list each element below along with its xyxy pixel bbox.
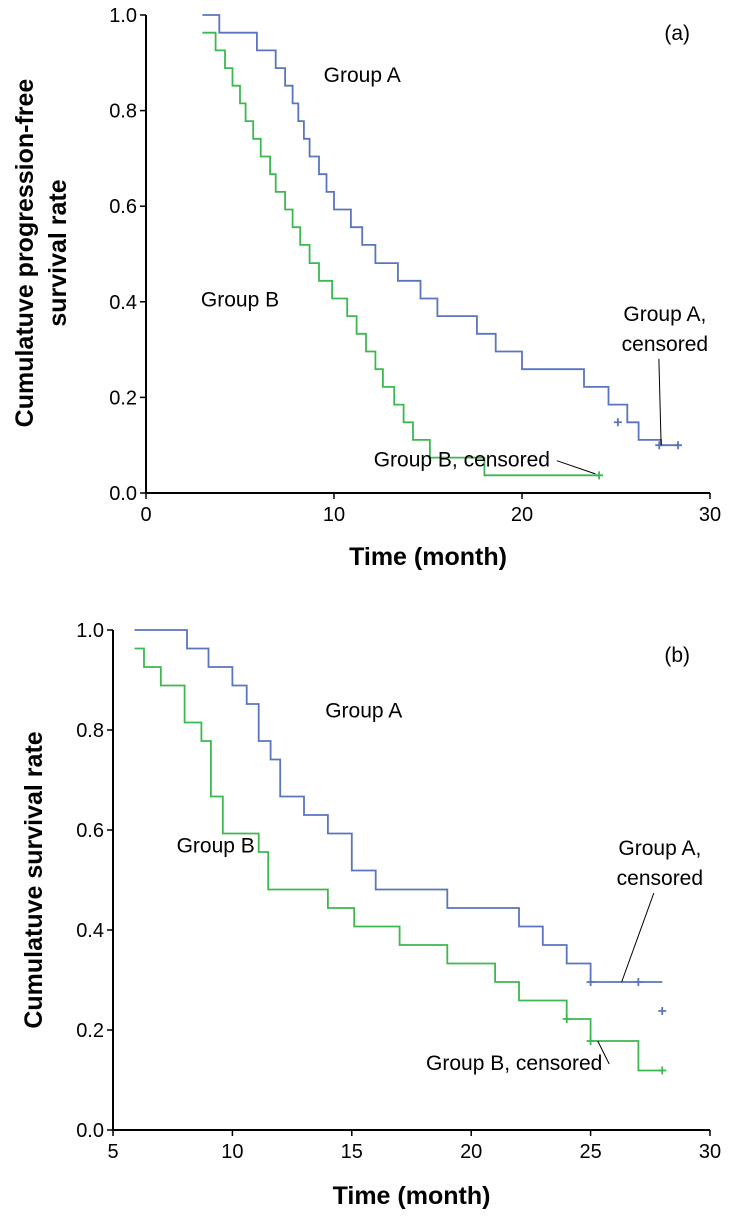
annotation-line: censored [622,333,708,356]
y-axis-title: Cumulatuve survival rate [20,731,48,1028]
censored-mark-group-a [586,978,595,986]
annotation-leader-line [556,460,596,475]
censored-mark-group-a [674,441,683,450]
series-line-group-b [202,31,600,477]
x-axis-title: Time (month) [333,1182,491,1210]
annotation-label: Group B, censored [426,1052,602,1075]
x-tick-label: 30 [699,504,721,526]
x-tick-label: 20 [460,1141,482,1163]
annotation-label: Group B [201,289,279,312]
series-line-group-b [134,647,663,1072]
annotation-leader-line [597,1040,610,1065]
y-axis-title: survival rate [44,179,72,326]
y-axis-title: Cumulatuve progression-free [11,79,39,428]
panel-label: (a) [664,22,690,45]
censored-mark-group-b [562,1015,571,1023]
censored-mark-group-b [595,471,604,480]
annotation-label: Group B [177,835,255,858]
x-axis-title: Time (month) [349,543,507,571]
y-tick-label: 0.6 [109,196,137,218]
x-tick-label: 5 [107,1141,118,1163]
x-tick-label: 0 [140,504,151,526]
y-tick-label: 0.4 [76,920,104,942]
censored-mark-group-a [658,1007,667,1015]
y-tick-label: 1.0 [76,620,104,642]
y-tick-label: 0.8 [76,720,104,742]
censored-mark-group-b [586,1037,595,1045]
annotation-label: Group A [324,64,401,87]
annotation-label: Group B, censored [374,449,550,472]
panel-label: (b) [664,644,690,667]
censored-mark-group-b [658,1066,667,1075]
y-tick-label: 0.4 [109,292,137,314]
x-tick-label: 30 [699,1141,721,1163]
y-tick-label: 0.8 [109,101,137,123]
annotation-label: Group A, censored [622,303,708,356]
x-tick-label: 15 [341,1141,363,1163]
annotation-label: Group A, censored [617,837,703,890]
annotation-line: Group A, [618,837,701,860]
annotation-line: censored [617,867,703,890]
x-tick-label: 10 [221,1141,243,1163]
chart-panel-a: 0.0 0.2 0.4 0.6 0.8 1.0 0 10 20 30 Time (month) Cum… [11,5,721,571]
censored-mark-group-a [634,978,643,986]
y-tick-label: 0.2 [76,1020,104,1042]
annotation-leader-line [621,892,655,983]
y-tick-label: 0.0 [109,483,137,505]
y-tick-label: 0.2 [109,387,137,409]
x-tick-label: 10 [323,504,345,526]
series-line-group-a [202,14,678,447]
x-tick-label: 20 [511,504,533,526]
y-tick-label: 0.6 [76,820,104,842]
annotation-line: Group A, [623,303,706,326]
censored-mark-group-a [613,418,622,427]
x-tick-label: 25 [579,1141,601,1163]
series-line-group-a [134,629,663,983]
censored-mark-group-a [655,441,664,450]
y-tick-label: 1.0 [109,5,137,27]
y-tick-label: 0.0 [76,1120,104,1142]
annotation-leader-line [658,358,662,446]
chart-panel-b: 0.0 0.2 0.4 0.6 0.8 1.0 5 10 15 20 25 30 Time (month… [20,620,721,1210]
annotation-label: Group A [325,700,402,723]
